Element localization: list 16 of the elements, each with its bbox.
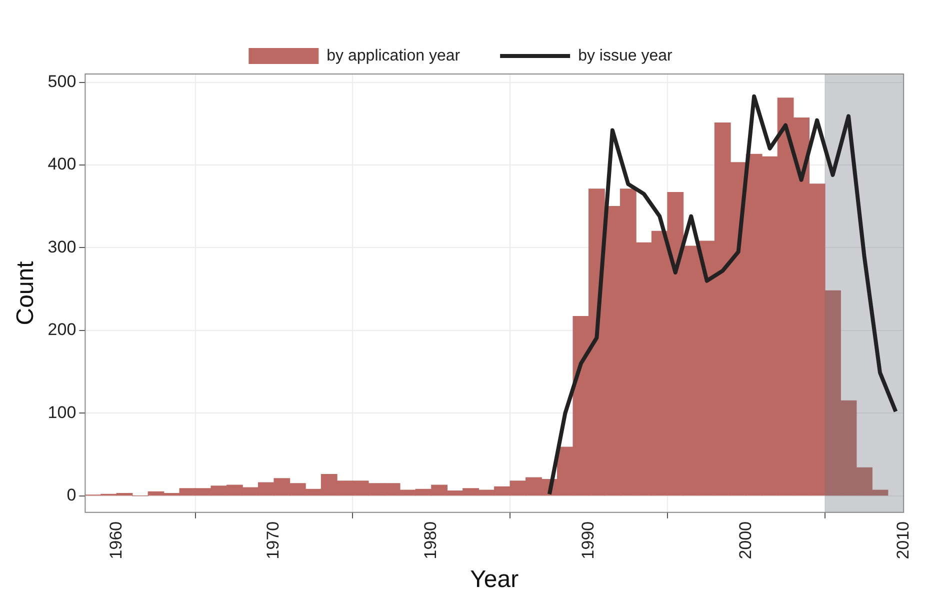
y-tick-label: 0	[66, 486, 76, 505]
y-tick-label: 100	[48, 402, 76, 422]
y-tick-label: 500	[48, 72, 76, 91]
y-tick-label: 200	[48, 320, 76, 340]
y-tick-label: 300	[48, 237, 76, 256]
y-axis-title: Count	[12, 260, 40, 326]
x-tick-label: 2010	[893, 521, 912, 560]
x-tick-label: 1960	[106, 521, 126, 560]
legend-label: by issue year	[578, 47, 674, 64]
x-tick-label: 1980	[421, 521, 440, 560]
x-axis-title: Year	[470, 566, 519, 594]
x-tick-label: 1970	[264, 521, 283, 560]
y-tick-label: 400	[48, 154, 76, 174]
x-tick-label: 2000	[736, 521, 755, 560]
x-tick-label: 1990	[578, 521, 598, 560]
legend-label: by application year	[326, 47, 461, 64]
